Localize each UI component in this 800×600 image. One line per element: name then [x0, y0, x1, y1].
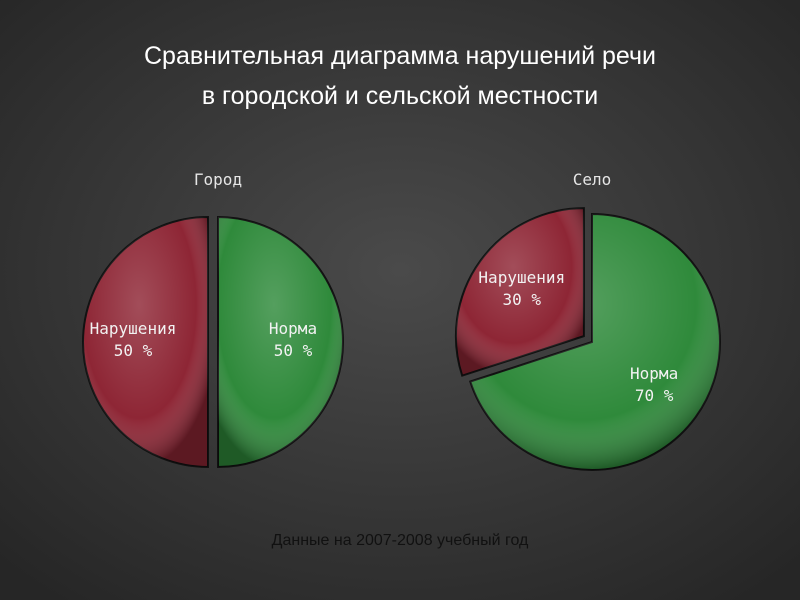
- pie-title: Город: [194, 170, 242, 189]
- pie-title: Село: [573, 170, 612, 189]
- slice-value: 30 %: [503, 290, 542, 309]
- slide-title: Сравнительная диаграмма нарушений речи: [144, 42, 656, 70]
- slice-shade: [218, 217, 343, 467]
- slice-shade: [470, 214, 721, 470]
- slide-title: в городской и сельской местности: [202, 82, 598, 110]
- slice-shade: [455, 208, 584, 376]
- slice-category: Нарушения: [90, 319, 177, 338]
- slice-value: 50 %: [114, 341, 153, 360]
- footnote: Данные на 2007-2008 учебный год: [272, 532, 529, 549]
- slice-category: Норма: [630, 364, 678, 383]
- slice-shade: [83, 217, 208, 467]
- slice-value: 70 %: [635, 386, 674, 405]
- slice-category: Нарушения: [478, 268, 565, 287]
- slice-category: Норма: [269, 319, 317, 338]
- slice-value: 50 %: [274, 341, 313, 360]
